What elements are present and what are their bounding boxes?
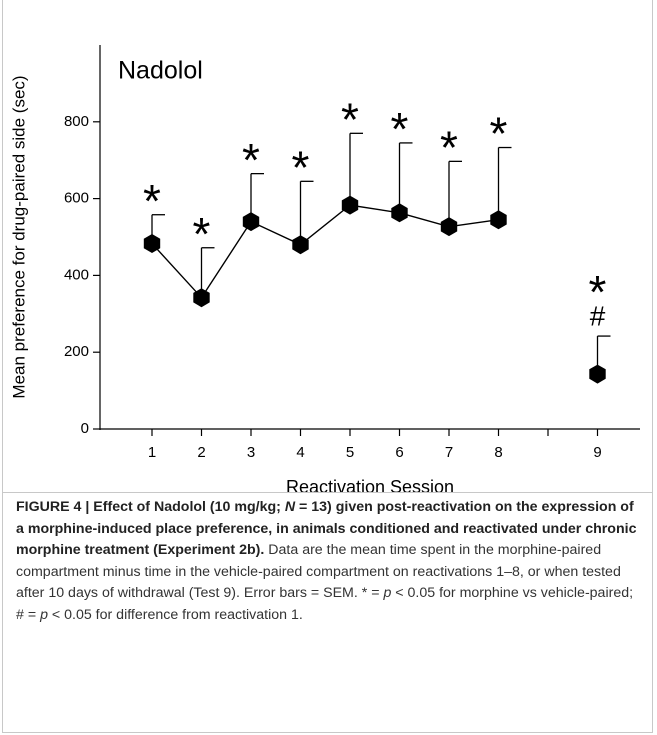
marker bbox=[391, 203, 408, 223]
y-tick-label: 800 bbox=[64, 113, 89, 130]
marker bbox=[589, 364, 606, 384]
x-tick-label: 2 bbox=[197, 444, 205, 461]
caption-text: p bbox=[383, 585, 392, 601]
caption-text: = 13) given post-reactivation on the exp… bbox=[16, 499, 637, 558]
significance-mark: * bbox=[341, 93, 359, 145]
marker bbox=[143, 234, 161, 253]
marker bbox=[193, 288, 210, 308]
marker bbox=[341, 195, 359, 215]
caption-text: FIGURE 4 | Effect of Nadolol (10 mg/kg; bbox=[16, 499, 285, 515]
chart-title: Nadolol bbox=[118, 57, 203, 85]
significance-mark: * bbox=[193, 208, 211, 260]
x-tick-label: 3 bbox=[247, 444, 255, 461]
significance-mark: * bbox=[143, 175, 161, 227]
caption: FIGURE 4 | Effect of Nadolol (10 mg/kg; … bbox=[16, 497, 644, 626]
x-axis-label: Reactivation Session bbox=[286, 477, 454, 492]
caption-text: Data are the mean time spent in the morp… bbox=[16, 542, 621, 601]
marker bbox=[490, 210, 507, 230]
y-axis-label: Mean preference for drug-paired side (se… bbox=[9, 75, 28, 398]
significance-mark: * bbox=[292, 141, 310, 193]
significance-mark: * bbox=[490, 108, 508, 160]
x-tick-label: 5 bbox=[346, 444, 354, 461]
caption-text: < 0.05 for morphine vs vehicle-paired; #… bbox=[16, 585, 634, 623]
x-tick-label: 8 bbox=[494, 444, 502, 461]
significance-mark: * bbox=[589, 266, 607, 318]
y-tick-label: 200 bbox=[64, 343, 89, 360]
significance-mark: * bbox=[440, 122, 458, 174]
marker bbox=[440, 217, 458, 237]
caption-text: < 0.05 for difference from reactivation … bbox=[47, 606, 303, 623]
significance-mark: * bbox=[242, 134, 260, 186]
y-tick-label: 400 bbox=[64, 266, 89, 283]
caption-text: N bbox=[284, 499, 296, 515]
x-tick-label: 1 bbox=[148, 444, 156, 461]
marker bbox=[242, 212, 260, 232]
marker bbox=[292, 235, 309, 255]
caption-text: p bbox=[40, 606, 48, 623]
line bbox=[151, 204, 499, 299]
x-tick-label: 4 bbox=[296, 444, 304, 461]
significance-mark: * bbox=[391, 103, 409, 155]
x-tick-label: 6 bbox=[395, 444, 403, 461]
difference-mark: # bbox=[590, 300, 606, 331]
y-tick-label: 0 bbox=[81, 420, 89, 437]
x-tick-label: 9 bbox=[593, 444, 601, 461]
chart: Nadolol Mean preference for drug-paired … bbox=[9, 45, 640, 492]
separator bbox=[3, 492, 652, 493]
y-tick-label: 600 bbox=[64, 190, 89, 207]
x-tick-label: 7 bbox=[445, 444, 453, 461]
